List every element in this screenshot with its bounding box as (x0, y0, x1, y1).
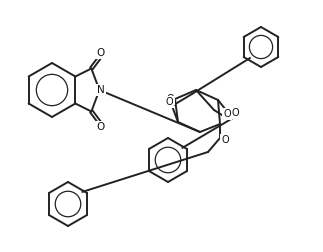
Text: N: N (97, 85, 104, 95)
Text: O: O (96, 122, 105, 132)
Text: O: O (96, 48, 105, 58)
Text: O: O (223, 109, 231, 119)
Text: O: O (165, 97, 173, 107)
Text: O: O (166, 94, 174, 104)
Text: O: O (221, 135, 229, 145)
Text: O: O (231, 108, 239, 118)
